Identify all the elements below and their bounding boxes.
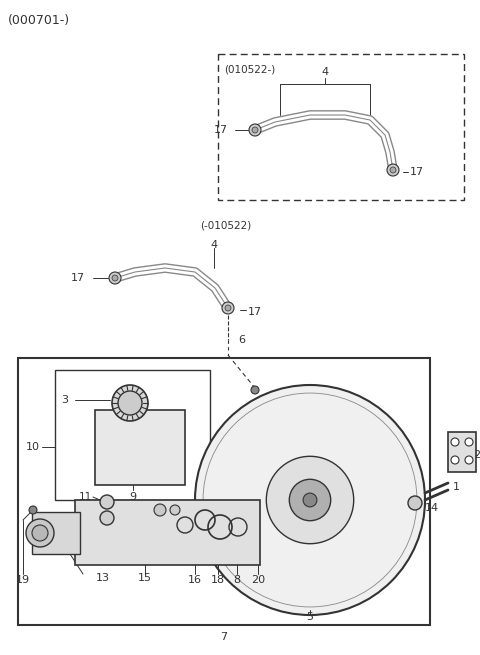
Text: 10: 10 bbox=[26, 442, 40, 452]
Text: 16: 16 bbox=[188, 575, 202, 585]
Circle shape bbox=[465, 438, 473, 446]
Text: 17: 17 bbox=[248, 307, 262, 317]
Circle shape bbox=[289, 479, 331, 521]
Circle shape bbox=[225, 305, 231, 311]
Text: 1: 1 bbox=[453, 482, 460, 492]
Circle shape bbox=[112, 275, 118, 281]
Text: 6: 6 bbox=[238, 335, 245, 345]
Text: 17: 17 bbox=[71, 273, 85, 283]
Text: 4: 4 bbox=[210, 240, 217, 250]
Circle shape bbox=[266, 457, 354, 544]
Circle shape bbox=[451, 456, 459, 464]
Text: 7: 7 bbox=[220, 632, 228, 642]
Bar bbox=[55, 370, 210, 500]
Circle shape bbox=[251, 386, 259, 394]
Text: 17: 17 bbox=[214, 125, 228, 135]
Text: (000701-): (000701-) bbox=[8, 14, 70, 27]
Bar bbox=[75, 500, 260, 565]
Text: (010522-): (010522-) bbox=[224, 64, 275, 74]
Bar bbox=[32, 512, 80, 554]
Bar bbox=[18, 358, 430, 625]
Circle shape bbox=[387, 164, 399, 176]
Circle shape bbox=[222, 302, 234, 314]
Circle shape bbox=[112, 385, 148, 421]
Text: 14: 14 bbox=[425, 503, 439, 513]
Circle shape bbox=[390, 167, 396, 173]
Circle shape bbox=[408, 496, 422, 510]
Circle shape bbox=[32, 525, 48, 541]
Text: 11: 11 bbox=[79, 492, 92, 502]
Text: 18: 18 bbox=[211, 575, 225, 585]
Circle shape bbox=[170, 505, 180, 515]
Text: 15: 15 bbox=[138, 573, 152, 583]
Text: (-010522): (-010522) bbox=[200, 220, 251, 230]
Text: 3: 3 bbox=[61, 395, 68, 405]
Circle shape bbox=[249, 124, 261, 136]
Circle shape bbox=[465, 456, 473, 464]
Bar bbox=[95, 410, 185, 485]
Text: 19: 19 bbox=[16, 575, 30, 585]
Bar bbox=[448, 432, 476, 472]
Circle shape bbox=[451, 438, 459, 446]
Circle shape bbox=[26, 519, 54, 547]
Circle shape bbox=[109, 272, 121, 284]
Text: 13: 13 bbox=[96, 573, 110, 583]
Circle shape bbox=[154, 504, 166, 516]
Text: 4: 4 bbox=[322, 67, 329, 77]
Circle shape bbox=[29, 506, 37, 514]
Text: 2: 2 bbox=[473, 450, 480, 460]
Circle shape bbox=[100, 511, 114, 525]
Circle shape bbox=[118, 391, 142, 415]
Text: 9: 9 bbox=[130, 492, 137, 502]
Text: 20: 20 bbox=[251, 575, 265, 585]
Text: 11: 11 bbox=[79, 510, 92, 520]
Text: 5: 5 bbox=[307, 612, 313, 622]
Bar bbox=[218, 54, 464, 200]
Circle shape bbox=[252, 127, 258, 133]
Circle shape bbox=[195, 385, 425, 615]
Circle shape bbox=[303, 493, 317, 507]
Circle shape bbox=[100, 495, 114, 509]
Text: 17: 17 bbox=[410, 167, 424, 177]
Text: 8: 8 bbox=[233, 575, 240, 585]
